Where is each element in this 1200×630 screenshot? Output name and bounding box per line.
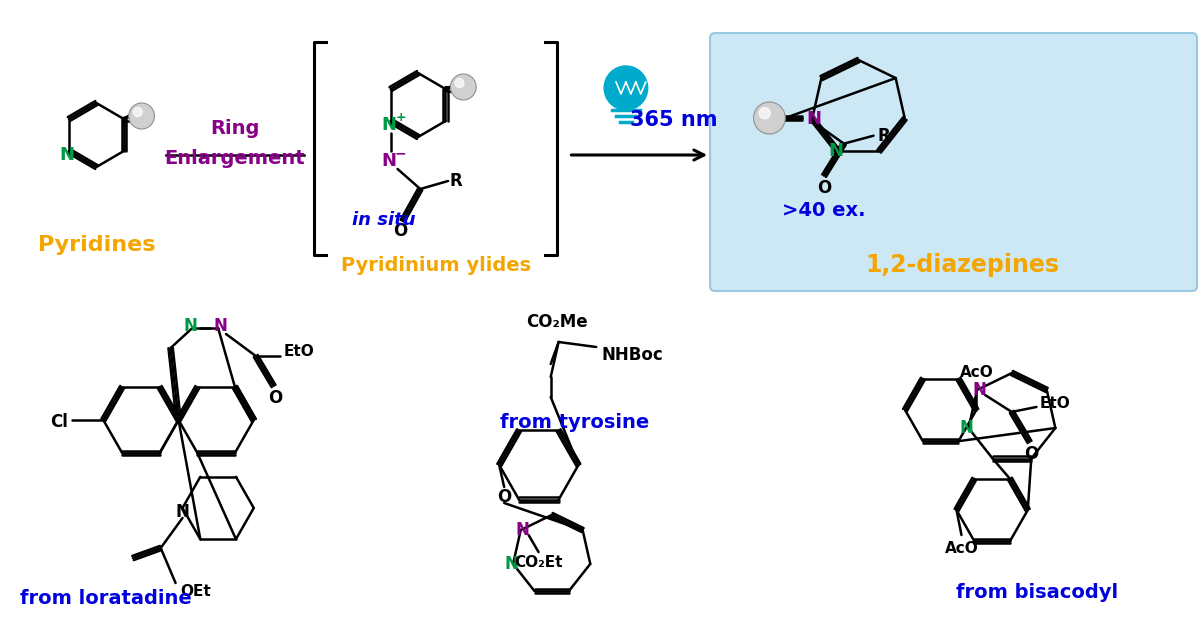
Text: N: N xyxy=(504,555,518,573)
Text: 1,2-diazepines: 1,2-diazepines xyxy=(865,253,1060,277)
Text: N: N xyxy=(516,521,529,539)
FancyBboxPatch shape xyxy=(710,33,1198,291)
Text: O: O xyxy=(817,179,832,197)
Text: Pyridinium ylides: Pyridinium ylides xyxy=(341,256,530,275)
Text: AcO: AcO xyxy=(960,365,994,379)
Text: N: N xyxy=(960,419,973,437)
Text: N: N xyxy=(184,317,197,335)
Text: in situ: in situ xyxy=(352,211,415,229)
Text: N: N xyxy=(382,116,396,134)
Text: O: O xyxy=(1025,445,1039,463)
Text: O: O xyxy=(269,389,283,407)
Text: 365 nm: 365 nm xyxy=(630,110,718,130)
Text: N: N xyxy=(828,142,844,160)
Text: N: N xyxy=(60,146,74,164)
Text: AcO: AcO xyxy=(944,541,978,556)
Text: CO₂Et: CO₂Et xyxy=(515,554,563,570)
Text: N: N xyxy=(972,381,986,399)
Text: N: N xyxy=(382,152,396,170)
Text: O: O xyxy=(394,222,408,240)
Circle shape xyxy=(128,103,155,129)
Text: from bisacodyl: from bisacodyl xyxy=(955,583,1117,602)
Text: N: N xyxy=(214,317,227,335)
Text: OEt: OEt xyxy=(180,583,211,598)
Text: from tyrosine: from tyrosine xyxy=(500,413,649,432)
Text: NHBoc: NHBoc xyxy=(601,346,662,364)
Circle shape xyxy=(604,66,648,110)
Text: EtO: EtO xyxy=(1039,396,1070,411)
Text: −: − xyxy=(395,146,407,160)
Text: N: N xyxy=(806,110,822,128)
Circle shape xyxy=(760,108,770,119)
Text: >40 ex.: >40 ex. xyxy=(782,200,865,219)
Text: from loratadine: from loratadine xyxy=(20,588,192,607)
Text: N: N xyxy=(175,503,190,521)
Text: CO₂Me: CO₂Me xyxy=(526,313,588,331)
Circle shape xyxy=(450,74,476,100)
Text: Enlargement: Enlargement xyxy=(164,149,305,168)
Text: Cl: Cl xyxy=(50,413,67,431)
Circle shape xyxy=(754,102,785,134)
Text: R: R xyxy=(877,127,890,145)
Text: +: + xyxy=(395,110,406,123)
Circle shape xyxy=(455,79,464,88)
Text: EtO: EtO xyxy=(283,343,314,358)
Circle shape xyxy=(133,108,143,117)
Text: O: O xyxy=(497,488,511,506)
Text: Pyridines: Pyridines xyxy=(37,235,155,255)
Text: Ring: Ring xyxy=(210,118,259,137)
Text: R: R xyxy=(450,172,462,190)
